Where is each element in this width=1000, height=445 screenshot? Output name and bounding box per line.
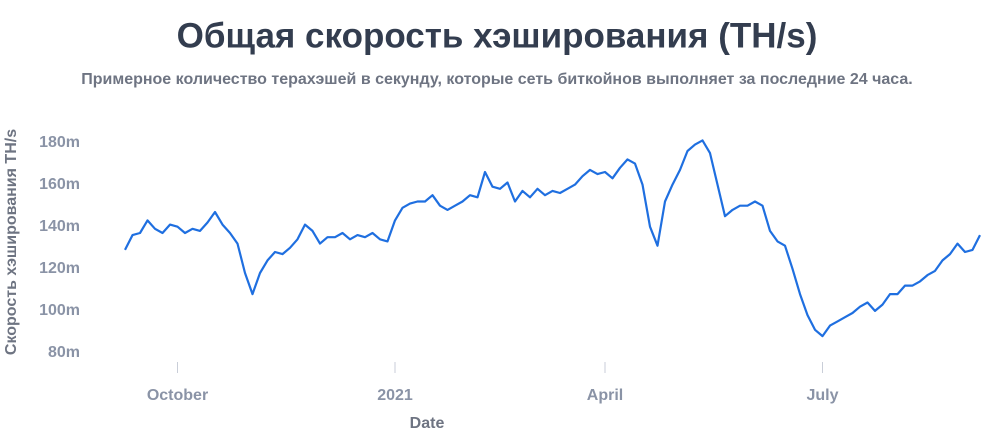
data-line [124,139,981,338]
x-tick-label: April [587,387,623,404]
y-tick-label: 80m [48,344,80,361]
x-tick-label: October [147,387,208,404]
x-axis-title: Date [410,415,445,432]
x-tick-label: July [806,387,838,404]
chart-subtitle: Примерное количество терахэшей в секунду… [81,71,913,88]
y-tick-label: 180m [39,134,80,151]
y-tick-label: 160m [39,176,80,193]
y-tick-label: 100m [39,302,80,319]
y-tick-label: 140m [39,218,80,235]
y-tick-label: 120m [39,260,80,277]
x-tick-label: 2021 [377,387,413,404]
y-axis-title: Скорость хэширования TH/s [3,129,20,355]
chart-title: Общая скорость хэширования (TH/s) [177,16,818,55]
